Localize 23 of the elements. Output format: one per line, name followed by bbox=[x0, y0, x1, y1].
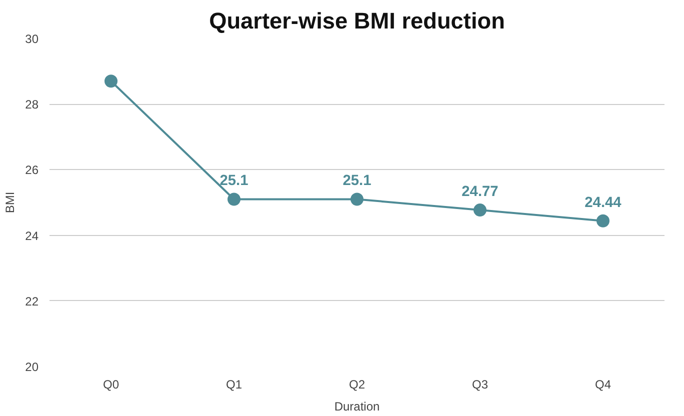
data-label: 25.1 bbox=[342, 173, 372, 190]
x-tick-label: Q1 bbox=[226, 378, 242, 392]
y-tick-label: 26 bbox=[25, 163, 39, 178]
x-tick-label: Q4 bbox=[594, 378, 612, 392]
chart-title: Quarter-wise BMI reduction bbox=[209, 8, 505, 34]
x-tick-label: Q3 bbox=[472, 378, 488, 392]
data-label: 25.1 bbox=[220, 173, 248, 190]
x-axis-title: Duration bbox=[334, 400, 380, 414]
y-tick-label: 30 bbox=[25, 32, 39, 46]
point bbox=[596, 214, 610, 228]
y-tick-label: 28 bbox=[25, 98, 39, 112]
y-tick-label: 20 bbox=[25, 360, 39, 374]
data-label: 24.77 bbox=[462, 184, 498, 200]
point bbox=[104, 74, 118, 88]
point bbox=[474, 204, 486, 217]
data-label: 24.44 bbox=[584, 194, 622, 211]
point bbox=[350, 192, 364, 206]
y-axis-title: BMI bbox=[3, 192, 18, 214]
x-tick-label: Q0 bbox=[102, 378, 120, 392]
y-tick-label: 22 bbox=[25, 294, 39, 308]
point bbox=[228, 192, 240, 206]
y-tick-label: 24 bbox=[25, 228, 39, 243]
x-tick-label: Q2 bbox=[348, 378, 366, 392]
